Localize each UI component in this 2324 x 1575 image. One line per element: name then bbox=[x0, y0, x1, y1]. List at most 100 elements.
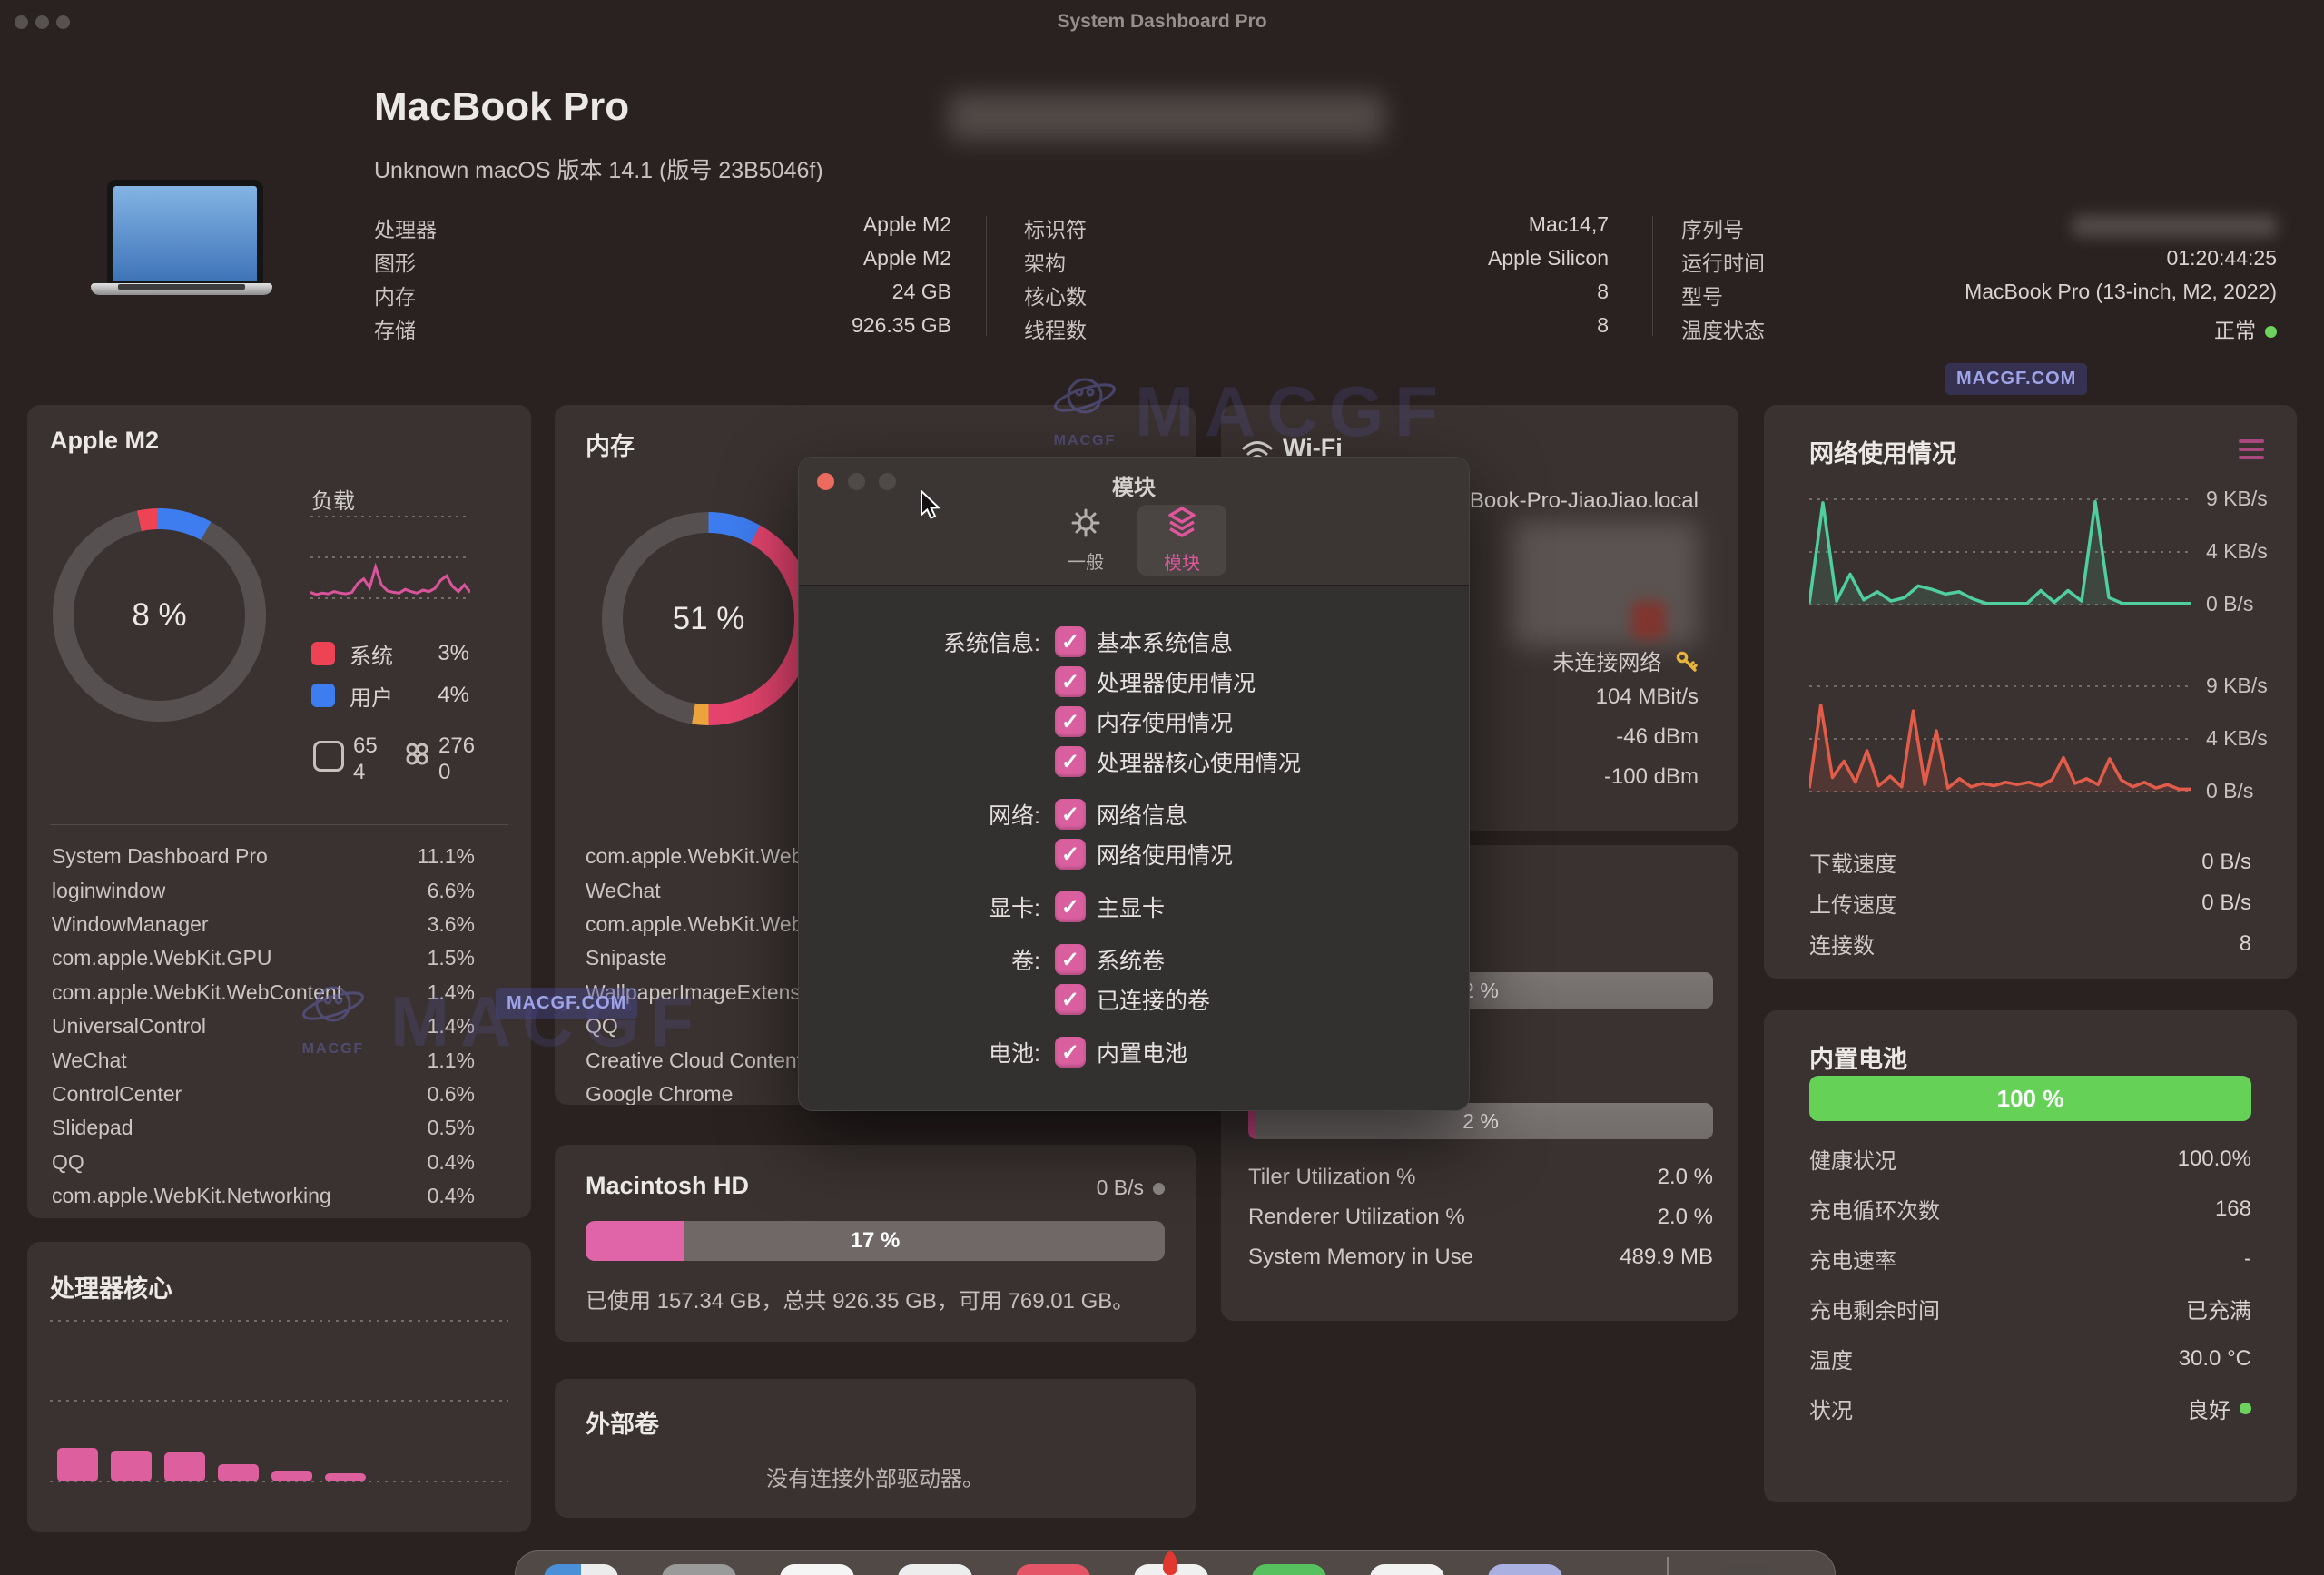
checkbox-group: 显卡: ✓ 主显卡 bbox=[799, 887, 1469, 927]
stat-value: 0 B/s bbox=[2201, 890, 2251, 915]
cpu-process-list: System Dashboard Pro 11.1% loginwindow 6.6%… bbox=[52, 840, 475, 1213]
close-icon[interactable] bbox=[817, 473, 834, 490]
os-version-line: Unknown macOS 版本 14.1 (版号 23B5046f) bbox=[374, 158, 823, 183]
dock-app-icon[interactable] bbox=[1016, 1564, 1090, 1575]
info-label: 处理器 bbox=[374, 218, 437, 241]
external-volumes-card: 外部卷 没有连接外部驱动器。 bbox=[555, 1379, 1196, 1518]
dock-app-icon[interactable] bbox=[544, 1564, 618, 1575]
window-titlebar: System Dashboard Pro bbox=[0, 0, 2324, 44]
battery-level-label: 100 % bbox=[1996, 1084, 2064, 1112]
divider bbox=[986, 216, 987, 336]
dock-app-icon[interactable] bbox=[780, 1564, 854, 1575]
process-row: Slidepad 0.5% bbox=[52, 1111, 475, 1145]
process-row: System Dashboard Pro 11.1% bbox=[52, 840, 475, 873]
process-name: WindowManager bbox=[52, 911, 209, 936]
stat-value: - bbox=[2244, 1245, 2251, 1271]
zoom-icon[interactable] bbox=[879, 473, 896, 490]
checkbox-label: 系统卷 bbox=[1097, 949, 1166, 974]
tab-一般[interactable]: 一般 bbox=[1041, 505, 1130, 576]
info-row: 运行时间 01:20:44:25 bbox=[1681, 241, 2277, 275]
info-value: Apple M2 bbox=[862, 212, 951, 236]
legend-color-swatch bbox=[311, 684, 335, 707]
system-info-group: 标识符 Mac14,7 架构 Apple Silicon 核心数 8 线程数 8 bbox=[1024, 207, 1609, 343]
processes-icon bbox=[313, 741, 344, 772]
info-label: 温度状态 bbox=[1681, 319, 1765, 342]
process-name: com.apple.WebKit.WebContent bbox=[52, 979, 343, 1004]
checkbox-checked[interactable]: ✓ bbox=[1055, 746, 1086, 777]
checkbox-row: ✓ 内存使用情况 bbox=[799, 702, 1469, 742]
group-label: 网络: bbox=[989, 803, 1040, 829]
info-row: 处理器 Apple M2 bbox=[374, 207, 951, 241]
checkbox-row: ✓ 网络使用情况 bbox=[799, 834, 1469, 874]
checkbox-checked[interactable]: ✓ bbox=[1055, 1037, 1086, 1068]
stat-value: 100.0% bbox=[2177, 1146, 2251, 1171]
checkbox-label: 主显卡 bbox=[1097, 896, 1166, 921]
dock-app-icon[interactable] bbox=[898, 1564, 972, 1575]
process-name: Snipaste bbox=[586, 946, 667, 970]
close-icon[interactable] bbox=[15, 15, 28, 29]
process-percent: 0.6% bbox=[427, 1081, 475, 1106]
memory-usage-donut: 51 % bbox=[602, 512, 815, 725]
process-name: Slidepad bbox=[52, 1116, 133, 1140]
network-stat-row: 连接数 8 bbox=[1809, 928, 2251, 960]
dock-app-icon[interactable] bbox=[1252, 1564, 1326, 1575]
checkbox-group: 卷: ✓ 系统卷 ✓ 已连接的卷 bbox=[799, 940, 1469, 1019]
checkbox-checked[interactable]: ✓ bbox=[1055, 984, 1086, 1015]
checkbox-checked[interactable]: ✓ bbox=[1055, 799, 1086, 830]
tab-label: 一般 bbox=[1068, 552, 1104, 573]
memory-card-title: 内存 bbox=[586, 433, 635, 460]
axis-tick-label: 4 KB/s bbox=[2206, 726, 2268, 750]
minimize-icon[interactable] bbox=[35, 15, 49, 29]
checkbox-checked[interactable]: ✓ bbox=[1055, 944, 1086, 975]
minimize-icon[interactable] bbox=[848, 473, 865, 490]
info-row: 序列号 bbox=[1681, 207, 2277, 241]
checkbox-label: 网络信息 bbox=[1097, 803, 1188, 829]
disk-activity-dot bbox=[1153, 1183, 1165, 1195]
network-card-title: 网络使用情况 bbox=[1809, 440, 1956, 468]
process-name: loginwindow bbox=[52, 878, 166, 902]
checkbox-checked[interactable]: ✓ bbox=[1055, 706, 1086, 737]
cores-card-title: 处理器核心 bbox=[50, 1275, 172, 1303]
dock-app-icon[interactable] bbox=[662, 1564, 736, 1575]
checkbox-checked[interactable]: ✓ bbox=[1055, 666, 1086, 697]
info-value: MacBook Pro (13-inch, M2, 2022) bbox=[1965, 280, 2277, 303]
stat-label: 充电速率 bbox=[1809, 1249, 1896, 1274]
external-card-title: 外部卷 bbox=[586, 1411, 659, 1438]
info-label: 线程数 bbox=[1024, 319, 1087, 342]
checkbox-checked[interactable]: ✓ bbox=[1055, 891, 1086, 922]
dock-app-icon[interactable] bbox=[1370, 1564, 1444, 1575]
process-name: WallpaperImageExtension bbox=[586, 979, 829, 1004]
zoom-icon[interactable] bbox=[56, 15, 70, 29]
legend-value: 3% bbox=[438, 641, 469, 665]
checkbox-group: 系统信息: ✓ 基本系统信息 ✓ 处理器使用情况 ✓ 内存使用情况 ✓ 处理器核心使用情况 bbox=[799, 622, 1469, 782]
process-percent: 1.5% bbox=[427, 946, 475, 970]
info-row: 温度状态 正常 bbox=[1681, 308, 2277, 342]
hostname: MacBook-Pro-JiaoJiao.local bbox=[1428, 488, 1699, 513]
cpu-cores-card: 处理器核心 bbox=[27, 1242, 531, 1532]
gpu-bar2-label: 2 % bbox=[1462, 1108, 1499, 1133]
process-row: com.apple.WebKit.Networking 0.4% bbox=[52, 1179, 475, 1213]
checkbox-checked[interactable]: ✓ bbox=[1055, 839, 1086, 870]
stat-label: 温度 bbox=[1809, 1349, 1853, 1373]
dock-trash-icon[interactable] bbox=[1712, 1564, 1783, 1575]
stat-label: 充电循环次数 bbox=[1809, 1199, 1940, 1224]
dock-app-icon[interactable] bbox=[1134, 1551, 1208, 1575]
gpu-bar-accent bbox=[1248, 1103, 1256, 1139]
group-label: 系统信息: bbox=[943, 631, 1040, 656]
process-name: ControlCenter bbox=[52, 1081, 182, 1106]
wifi-noise: -100 dBm bbox=[1603, 764, 1699, 789]
menu-icon[interactable] bbox=[2239, 439, 2264, 464]
process-name: com.apple.WebKit.Networking bbox=[52, 1184, 331, 1208]
redacted-serial-number bbox=[2073, 214, 2277, 237]
checkbox-checked[interactable]: ✓ bbox=[1055, 626, 1086, 657]
disk-usage-percent: 17 % bbox=[850, 1228, 901, 1253]
dock[interactable] bbox=[515, 1550, 1836, 1575]
legend-label: 系统 bbox=[350, 644, 393, 669]
memory-usage-percent: 51 % bbox=[672, 600, 745, 636]
legend-color-swatch bbox=[311, 642, 335, 665]
flame-badge-icon bbox=[1163, 1551, 1177, 1575]
dock-app-icon[interactable] bbox=[1488, 1564, 1562, 1575]
dialog-body: 系统信息: ✓ 基本系统信息 ✓ 处理器使用情况 ✓ 内存使用情况 ✓ 处理器核心使用情况 网络:… bbox=[799, 586, 1469, 1110]
tab-模块[interactable]: 模块 bbox=[1137, 505, 1226, 576]
